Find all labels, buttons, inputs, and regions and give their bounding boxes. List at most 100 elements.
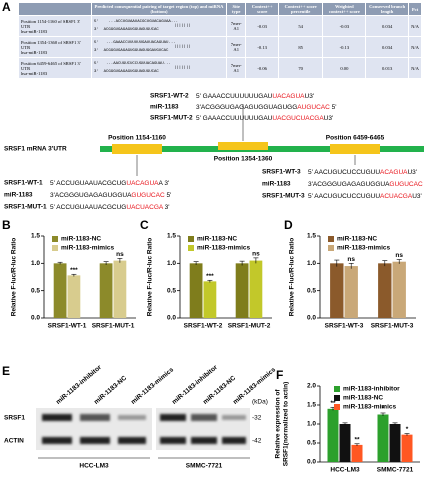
error-bar bbox=[57, 261, 63, 265]
pairing-line: 3' ACGGGUGAGAGUGGUAGUGUCAC bbox=[94, 70, 159, 74]
sequence-part: GUGUCAC bbox=[389, 181, 423, 188]
cell: -0.03 bbox=[322, 15, 367, 37]
band bbox=[80, 437, 110, 444]
cell: 7mer-A1 bbox=[225, 36, 247, 58]
bar bbox=[330, 263, 344, 318]
sequence-name: SRSF1-MUT-3 bbox=[262, 193, 305, 200]
error-bar bbox=[348, 263, 354, 269]
band bbox=[222, 437, 246, 444]
cell: N/A bbox=[408, 15, 422, 37]
cell: N/A bbox=[408, 57, 422, 79]
cell: -0.13 bbox=[322, 36, 367, 58]
legend-label: miR-1183-NC bbox=[343, 395, 383, 402]
sequence-name: SRSF1-WT-3 bbox=[262, 169, 301, 176]
sequence-part: GUGUCAC bbox=[131, 192, 165, 199]
y-axis-label: Relative F-luc/R-luc Ratio bbox=[147, 238, 154, 316]
y-tick-label: 1.5 bbox=[167, 233, 176, 240]
target-label: Position 1354-1360 of SRSF1 3' UTR bbox=[21, 39, 81, 50]
band bbox=[42, 437, 72, 444]
x-tick-label: SRSF1-WT-1 bbox=[48, 323, 87, 330]
y-axis-label: Relative expression of bbox=[275, 389, 282, 459]
cell: -0.06 bbox=[245, 57, 279, 79]
sequence-part: 5' AACUGUCUCCUGUU bbox=[308, 169, 380, 176]
header-cell: Weighted context++ score bbox=[322, 2, 367, 16]
y-axis-label: Relative F-luc/R-luc Ratio bbox=[289, 238, 296, 316]
sequence-part: U3' bbox=[305, 93, 315, 100]
y-tick-label: 0.5 bbox=[307, 287, 316, 294]
panel-label: B bbox=[2, 218, 11, 232]
error-bar bbox=[239, 260, 245, 266]
site-box bbox=[330, 144, 380, 154]
sequence-part: 3'ACGGGUGAGAGUGGUA bbox=[308, 181, 390, 188]
error-bar bbox=[396, 259, 402, 264]
y-tick-label: 1.0 bbox=[167, 260, 176, 267]
sequence-name: miR-1183 bbox=[150, 104, 179, 111]
error-bar bbox=[354, 443, 360, 447]
y-tick-label: 2.0 bbox=[307, 383, 316, 390]
cell: 0.013 bbox=[365, 57, 410, 79]
significance: ns bbox=[395, 252, 403, 259]
mirna-label: hsa-miR-1183 bbox=[21, 28, 48, 34]
pairing: 5' ...ACCUGUAAUACGCUGUACAGUAA... ||||||| 3… bbox=[91, 15, 227, 37]
y-tick-label: 0.0 bbox=[167, 315, 176, 322]
utr-label: SRSF1 mRNA 3'UTR bbox=[4, 146, 67, 153]
header-cell: Pct bbox=[408, 2, 422, 16]
sequence-part: UACGUCUACGA bbox=[272, 115, 324, 122]
sequence-name: SRSF1-MUT-1 bbox=[4, 204, 47, 211]
bar bbox=[344, 266, 358, 318]
x-tick-label: SRSF1-MUT-1 bbox=[92, 323, 135, 330]
sequence-part: 3'ACGGGUGAGAGUGGUA bbox=[50, 192, 132, 199]
significance: *** bbox=[206, 273, 214, 280]
error-bar bbox=[380, 412, 386, 417]
mirna-label: hsa-miR-1183 bbox=[21, 70, 48, 76]
bar bbox=[351, 444, 363, 462]
sequence-part: UACAGUA bbox=[126, 180, 159, 187]
position-label: Position 1354-1360 bbox=[214, 156, 273, 163]
significance: *** bbox=[70, 267, 78, 274]
pairing-line: 3' ACGGGUGAGAGUGGUAGUGUCAC bbox=[94, 28, 159, 32]
panel-label: D bbox=[284, 218, 293, 232]
sequence-part: U3' bbox=[324, 115, 334, 122]
error-bar bbox=[207, 279, 213, 283]
error-bar bbox=[382, 260, 388, 267]
bar bbox=[67, 275, 81, 318]
sequence-part: 5' ACCUGUAAUACGCUG bbox=[50, 204, 126, 211]
sequence-part: U3' bbox=[407, 169, 417, 176]
row-label: Position 1354-1360 of SRSF1 3' UTR hsa-mi… bbox=[18, 36, 92, 58]
pairing: 5' ...AACUGUCUCCUGUUACAGUAU... ||||||| 3' … bbox=[91, 57, 227, 79]
sequence: 5' AACUGUCUCCUGUUACUACGAU3' bbox=[308, 193, 422, 200]
sequence-name: SRSF1-WT-1 bbox=[4, 180, 43, 187]
error-bar bbox=[103, 261, 109, 265]
legend-swatch bbox=[334, 395, 340, 401]
y-tick-label: 0.5 bbox=[167, 287, 176, 294]
y-axis-label: SRSF1(normalized to actin) bbox=[283, 382, 290, 467]
legend-label: miR-1183-mimics bbox=[61, 245, 114, 252]
legend-label: miR-1183-NC bbox=[337, 236, 377, 243]
sequence-part: 5' bbox=[330, 104, 337, 111]
header-cell: Context++ score bbox=[245, 2, 279, 16]
significance: ns bbox=[252, 251, 260, 258]
legend-label: miR-1183-mimics bbox=[337, 245, 390, 252]
y-axis-label: Relative F-luc/R-luc Ratio bbox=[11, 238, 18, 316]
error-bar bbox=[253, 257, 259, 264]
pairing-line: ||||||| bbox=[174, 24, 191, 28]
legend-label: miR-1183-mimics bbox=[197, 245, 250, 252]
significance: * bbox=[382, 406, 385, 413]
mirna-label: hsa-miR-1183 bbox=[21, 49, 48, 55]
significance: ** bbox=[354, 436, 360, 443]
lane-label: miR-1183-NC bbox=[93, 375, 128, 406]
x-tick-label: SRSF1-WT-2 bbox=[184, 323, 223, 330]
legend-swatch bbox=[328, 236, 334, 242]
bar bbox=[235, 263, 249, 318]
y-tick-label: 1.5 bbox=[307, 233, 316, 240]
cell: N/A bbox=[408, 36, 422, 58]
band bbox=[42, 414, 72, 421]
bar bbox=[392, 261, 406, 318]
significance: ** bbox=[330, 400, 336, 407]
bar bbox=[113, 260, 127, 318]
band bbox=[222, 415, 246, 420]
bar bbox=[339, 424, 351, 462]
bar bbox=[249, 260, 263, 318]
error-bar bbox=[193, 261, 199, 265]
significance: ns bbox=[116, 251, 124, 258]
